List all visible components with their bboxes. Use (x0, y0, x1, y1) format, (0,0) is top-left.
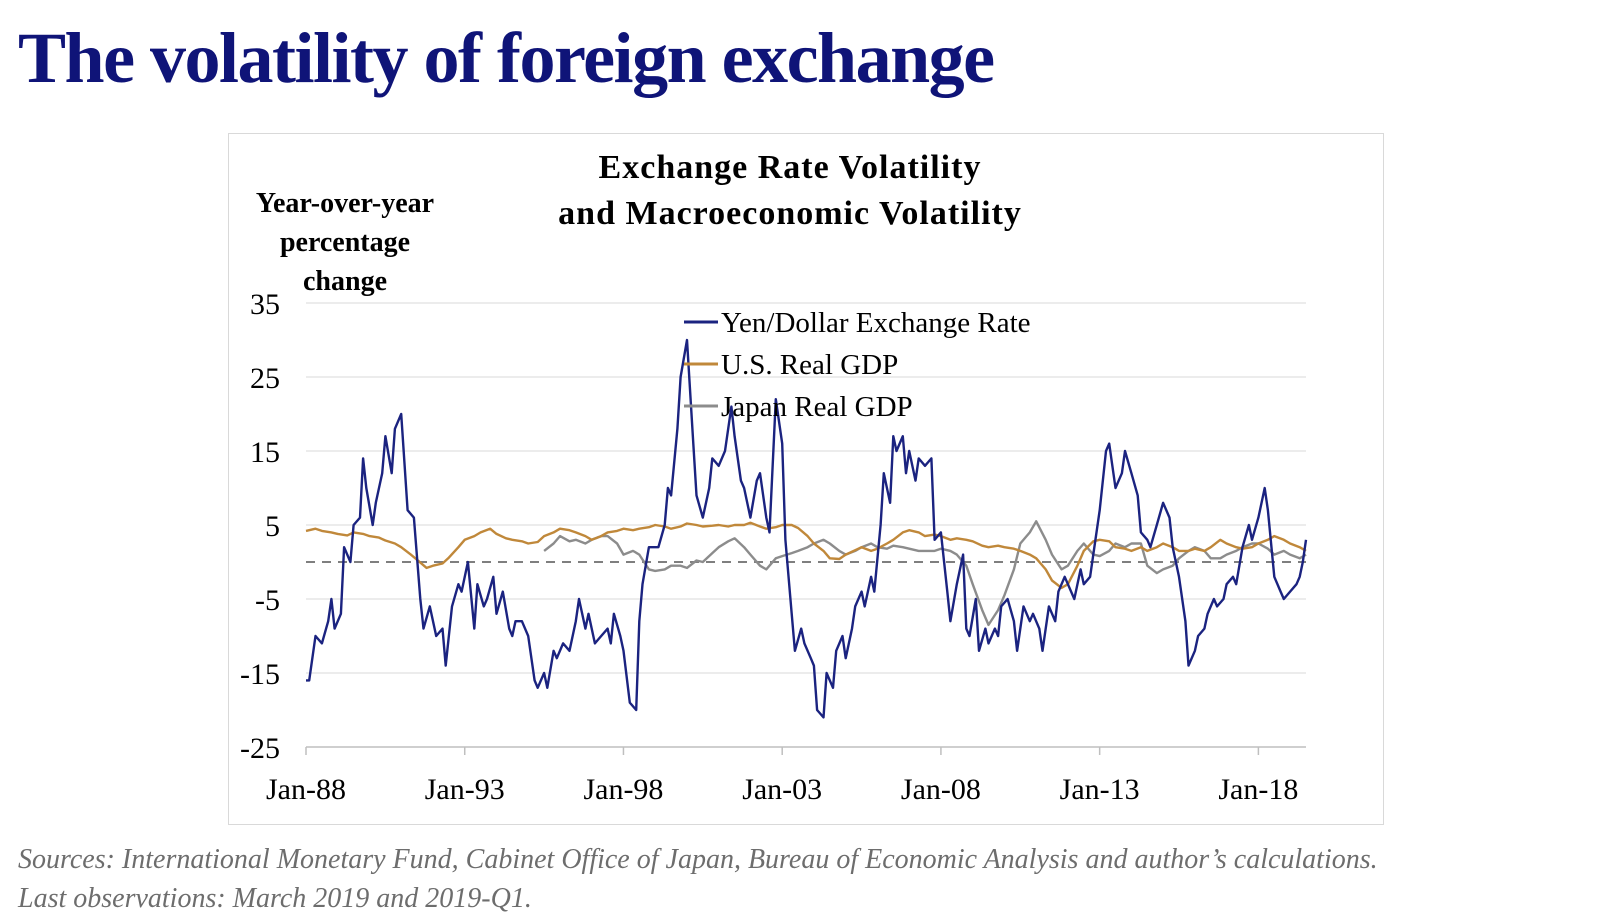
legend-label: Japan Real GDP (721, 391, 913, 423)
sources-note: Sources: International Monetary Fund, Ca… (18, 840, 1378, 918)
series-lines (305, 338, 1308, 719)
chart-title-line: Exchange Rate Volatility (599, 149, 982, 186)
legend-label: Yen/Dollar Exchange Rate (721, 307, 1031, 339)
y-tick-label: 15 (250, 436, 280, 469)
y-tick-label: -5 (255, 584, 280, 617)
y-tick-label: 35 (250, 288, 280, 321)
x-tick-label: Jan-13 (1060, 773, 1140, 806)
y-tick-label: -25 (240, 732, 280, 765)
x-tick-label: Jan-08 (901, 773, 981, 806)
x-tick-label: Jan-88 (266, 773, 346, 806)
gridlines (306, 302, 1306, 674)
x-tick-label: Jan-18 (1218, 773, 1298, 806)
series-line-japan-gdp (543, 520, 1307, 627)
axes: 35 25 15 5 -5 -15 -25 Jan-88 Jan-93 Jan-98 Jan-03 J… (240, 288, 1306, 806)
x-tick-label: Jan-98 (583, 773, 663, 806)
chart-titles: Exchange Rate Volatility and Macroeconomi… (256, 149, 1022, 297)
x-tick-label: Jan-93 (425, 773, 505, 806)
sources-line: Sources: International Monetary Fund, Ca… (18, 844, 1378, 875)
slide-title: The volatility of foreign exchange (18, 18, 995, 98)
legend: Yen/Dollar Exchange Rate U.S. Real GDP Jap… (684, 307, 1031, 423)
y-axis-label-line: percentage (280, 227, 410, 258)
chart-frame (228, 133, 1384, 825)
chart-title-line: and Macroeconomic Volatility (558, 195, 1022, 232)
legend-label: U.S. Real GDP (721, 349, 898, 381)
y-tick-label: 5 (265, 510, 280, 543)
y-tick-label: 25 (250, 362, 280, 395)
y-axis-label-line: Year-over-year (256, 188, 434, 219)
x-tick-label: Jan-03 (742, 773, 822, 806)
y-axis-label-line: change (303, 266, 387, 297)
last-observations-line: Last observations: March 2019 and 2019-Q… (18, 883, 532, 914)
series-line-us-gdp (305, 521, 1307, 590)
y-tick-label: -15 (240, 658, 280, 691)
series-line-yen-dollar (306, 338, 1308, 719)
